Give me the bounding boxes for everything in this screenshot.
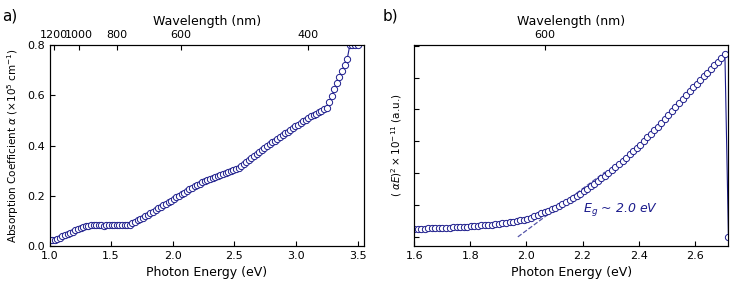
X-axis label: Photon Energy (eV): Photon Energy (eV)	[511, 266, 632, 280]
X-axis label: Wavelength (nm): Wavelength (nm)	[517, 15, 625, 28]
X-axis label: Wavelength (nm): Wavelength (nm)	[153, 15, 261, 28]
X-axis label: Photon Energy (eV): Photon Energy (eV)	[146, 266, 267, 280]
Text: b): b)	[382, 9, 399, 24]
Text: a): a)	[2, 9, 18, 24]
Y-axis label: $(\ \alpha E)^2 \times 10^{-11}$ (a.u.): $(\ \alpha E)^2 \times 10^{-11}$ (a.u.)	[389, 94, 404, 197]
Y-axis label: Absorption Coefficient $\alpha$ ($\times$10$^5$ cm$^{-1}$): Absorption Coefficient $\alpha$ ($\times…	[6, 48, 21, 243]
Text: E$_g$ ~ 2.0 eV: E$_g$ ~ 2.0 eV	[583, 201, 658, 218]
